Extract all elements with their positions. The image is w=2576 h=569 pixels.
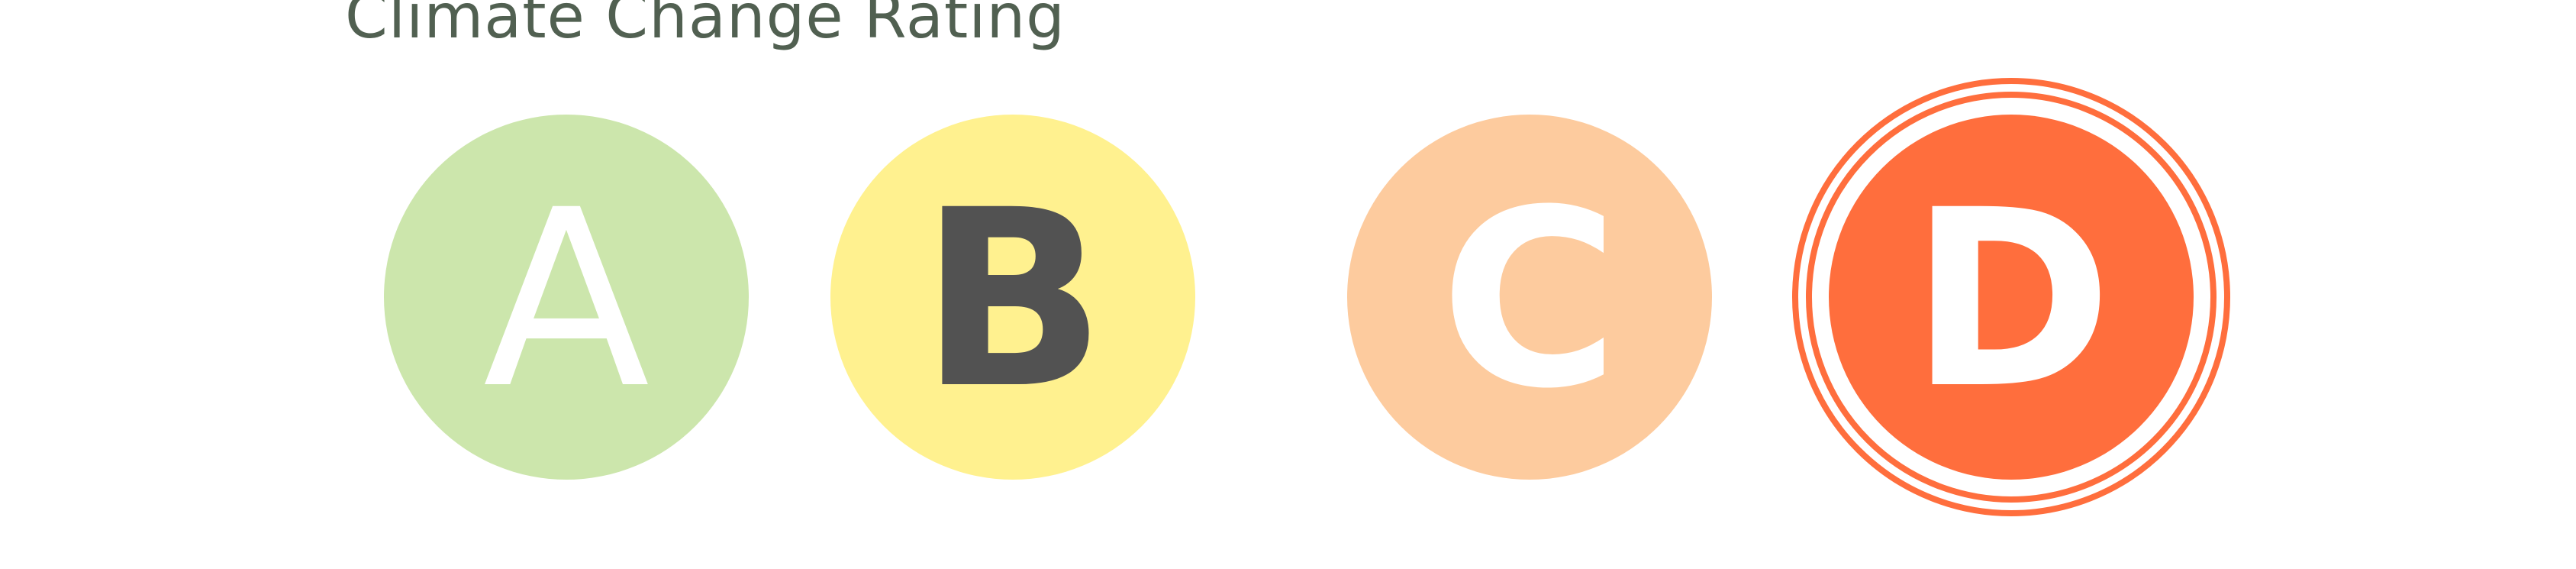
- rating-badge-b: B: [830, 115, 1195, 480]
- rating-letter-c: C: [1440, 158, 1620, 442]
- rating-letter-d: D: [1910, 158, 2113, 442]
- rating-badge-a: A: [384, 115, 749, 480]
- rating-letter-a: A: [482, 158, 650, 442]
- rating-letter-b: B: [920, 158, 1106, 442]
- rating-title: Climate Change Rating: [345, 0, 1066, 52]
- rating-badge-d: D: [1829, 115, 2194, 480]
- selected-rating-ring: [1792, 78, 2230, 516]
- rating-badge-c: C: [1347, 115, 1712, 480]
